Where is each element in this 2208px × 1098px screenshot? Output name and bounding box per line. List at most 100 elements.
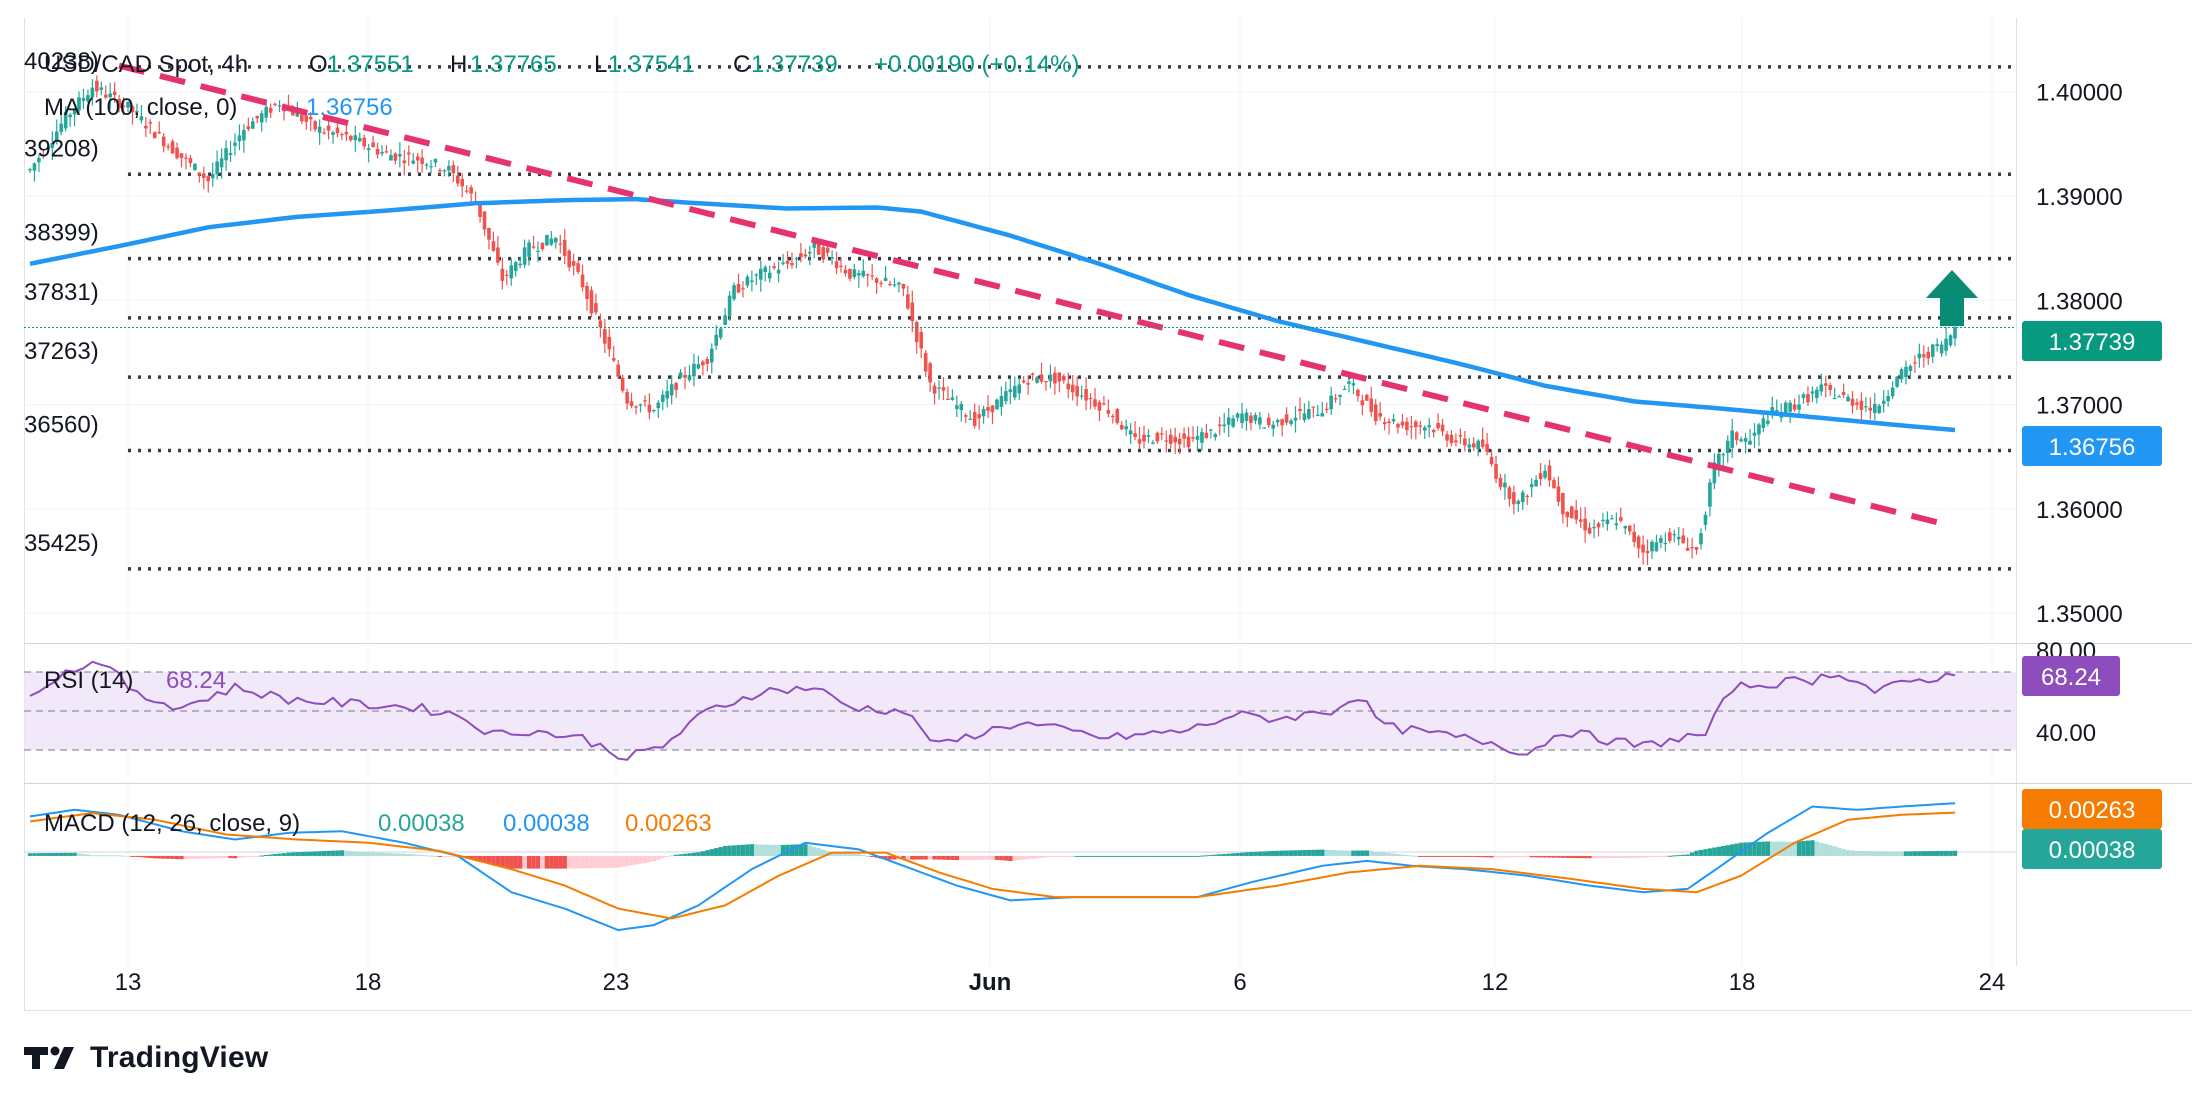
macd-histogram-bar xyxy=(1382,852,1387,856)
candle-body xyxy=(509,265,514,279)
candle-body xyxy=(718,328,723,338)
macd-histogram-bar xyxy=(740,844,746,856)
macd-histogram-bar xyxy=(1600,855,1606,859)
candle-body xyxy=(1146,435,1151,437)
candle-body xyxy=(977,414,981,419)
candle-body xyxy=(1391,419,1396,422)
candle-body xyxy=(1485,443,1489,452)
macd-histogram-bar xyxy=(691,852,697,856)
candle-body xyxy=(589,290,594,314)
macd-histogram-bar xyxy=(1779,841,1784,856)
macd-histogram-bar xyxy=(1721,845,1726,856)
candle-body xyxy=(1280,419,1284,426)
macd-histogram-bar xyxy=(1150,855,1156,857)
macd-histogram-bar xyxy=(157,855,162,859)
candle-body xyxy=(1186,436,1191,448)
candle-body xyxy=(1320,413,1325,417)
tradingview-brand[interactable]: TradingView xyxy=(24,1040,268,1076)
candle-body xyxy=(1690,547,1694,549)
macd-histogram-bar xyxy=(1097,855,1102,857)
candle-body xyxy=(1311,406,1316,408)
macd-histogram-bar xyxy=(656,855,661,860)
candle-body xyxy=(317,126,322,133)
macd-histogram-bar xyxy=(1810,840,1815,856)
close-label: C xyxy=(733,51,750,78)
candle-body xyxy=(1084,389,1088,401)
candle-body xyxy=(1489,456,1494,465)
candle-body xyxy=(121,105,126,107)
macd-histogram-bar xyxy=(121,855,126,857)
candle-body xyxy=(959,403,964,411)
macd-histogram-bar xyxy=(1533,855,1539,858)
candle-body xyxy=(308,116,313,120)
candle-body xyxy=(1618,517,1623,521)
macd-histogram-bar xyxy=(803,844,808,856)
candle-body xyxy=(1516,500,1521,504)
macd-histogram-bar xyxy=(963,855,968,861)
macd-histogram-bar xyxy=(700,851,706,856)
grid-layer xyxy=(24,18,2016,966)
candle-body xyxy=(1338,394,1342,397)
support-resistance-levels xyxy=(128,65,2016,571)
candle-body xyxy=(1160,433,1164,435)
macd-histogram-bar xyxy=(589,855,594,869)
candle-body xyxy=(1712,462,1717,484)
candle-body xyxy=(981,408,986,417)
macd-histogram-bar xyxy=(468,855,474,860)
macd-histogram-bar xyxy=(50,853,55,856)
candle-body xyxy=(1494,463,1498,479)
macd-histogram-bar xyxy=(1458,855,1463,857)
macd-histogram-bar xyxy=(1729,844,1735,856)
macd-histogram-bar xyxy=(58,852,64,856)
macd-histogram-bar xyxy=(1128,855,1133,857)
tradingview-logo-icon xyxy=(24,1046,74,1069)
candle-body xyxy=(32,163,37,171)
macd-histogram-bar xyxy=(1631,855,1637,858)
candle-body xyxy=(883,277,888,281)
candle-body xyxy=(522,247,527,265)
macd-histogram-bar xyxy=(1262,851,1267,856)
macd-histogram-bar xyxy=(620,855,625,867)
candle-body xyxy=(585,286,589,300)
candle-body xyxy=(562,239,567,256)
macd-histogram-bar xyxy=(745,844,750,856)
macd-histogram-bar xyxy=(1164,855,1169,857)
macd-histogram-bar xyxy=(402,853,407,856)
macd-histogram-bar xyxy=(411,854,416,856)
candle-body xyxy=(1008,389,1013,393)
macd-histogram-bar xyxy=(624,855,630,867)
candle-body xyxy=(1204,432,1209,439)
candle-body xyxy=(536,250,540,252)
candle-body xyxy=(1373,404,1378,422)
candle-body xyxy=(46,148,50,150)
candle-body xyxy=(571,261,576,266)
candle-body xyxy=(152,132,157,139)
macd-histogram-bar xyxy=(914,855,919,860)
candle-body xyxy=(464,190,469,192)
macd-histogram-bar xyxy=(1342,850,1347,856)
high-value: 1.37765 xyxy=(470,51,557,78)
candle-body xyxy=(754,274,759,276)
candle-body xyxy=(1387,421,1391,424)
candle-body xyxy=(246,126,251,130)
candle-body xyxy=(1717,453,1721,466)
price-axis-label: 1.37000 xyxy=(2036,393,2123,420)
candle-body xyxy=(201,173,206,178)
candle-body xyxy=(1908,365,1913,371)
macd-histogram-bar xyxy=(1792,841,1797,856)
macd-histogram-bar xyxy=(1511,855,1517,858)
macd-histogram-bar xyxy=(1574,855,1579,859)
macd-histogram-bar xyxy=(1765,841,1771,856)
candle-body xyxy=(1614,523,1619,526)
candle-body xyxy=(233,142,237,146)
candle-body xyxy=(906,294,910,309)
macd-histogram-bar xyxy=(406,853,411,856)
macd-histogram-bar xyxy=(330,850,336,856)
candle-body xyxy=(1601,519,1605,522)
macd-histogram-bar xyxy=(486,855,492,864)
macd-histogram-bar xyxy=(1890,851,1895,856)
macd-histogram-bar xyxy=(1284,850,1289,856)
macd-histogram-bar xyxy=(1863,851,1869,856)
candle-body xyxy=(750,280,754,282)
macd-histogram-bar xyxy=(491,855,496,865)
